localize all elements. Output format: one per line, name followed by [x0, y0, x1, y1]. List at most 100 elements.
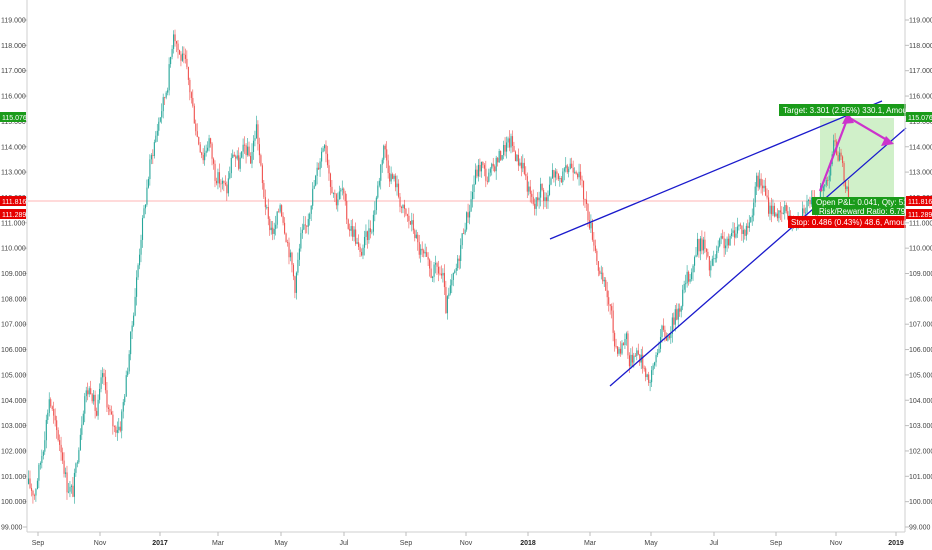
- candle-body: [630, 354, 632, 367]
- candle-body: [258, 144, 260, 156]
- candle-body: [282, 216, 284, 223]
- candle-body: [532, 196, 534, 204]
- candle-body: [156, 130, 158, 136]
- candle-body: [648, 374, 650, 383]
- right-price-axis[interactable]: 99.000 100.000 101.000 102.000 103.000 104.00…: [905, 18, 932, 532]
- lower-trendline[interactable]: [609, 127, 907, 387]
- time-tick-label: Nov: [94, 540, 107, 547]
- time-axis[interactable]: Sep Nov 2017 Mar May Jul Sep Nov 2018 Mar May Jul Se…: [32, 532, 904, 547]
- candle-body: [267, 206, 269, 219]
- candle-body: [195, 123, 197, 132]
- candle-body: [596, 250, 598, 262]
- candle-body: [753, 202, 755, 216]
- candle-body: [352, 226, 354, 237]
- candle-body: [748, 222, 750, 229]
- candle-body: [297, 259, 299, 273]
- candle-body: [230, 157, 232, 174]
- candle-body: [278, 211, 280, 213]
- candle-body: [239, 157, 241, 169]
- candle-body: [190, 92, 192, 98]
- candle-body: [725, 245, 727, 249]
- candle-body: [426, 252, 428, 257]
- candle-body: [247, 146, 249, 156]
- price-tick-label: 99.000: [909, 525, 931, 532]
- candle-body: [205, 150, 207, 153]
- candle-body: [217, 172, 219, 184]
- candle-body: [110, 411, 112, 415]
- candle-body: [781, 212, 783, 214]
- candle-body: [837, 154, 839, 161]
- left-price-axis[interactable]: 99.000 100.000 101.000 102.000 103.000 104.00…: [1, 18, 27, 532]
- price-tick-label: 104.000: [1, 398, 26, 405]
- candle-body: [85, 390, 87, 397]
- time-tick-label: Sep: [770, 540, 783, 547]
- svg-text:111.289: 111.289: [2, 212, 26, 219]
- candle-body: [846, 186, 848, 190]
- price-tick-label: 101.000: [909, 474, 932, 481]
- candle-body: [750, 217, 752, 223]
- candle-body: [847, 186, 850, 206]
- candle-body: [133, 315, 135, 326]
- candle-body: [713, 258, 715, 260]
- candle-body: [374, 210, 376, 215]
- candle-body: [241, 151, 243, 158]
- candle-body: [30, 487, 33, 491]
- candle-body: [106, 390, 108, 408]
- candle-body: [511, 136, 514, 146]
- candle-body: [738, 224, 740, 227]
- candle-body: [221, 180, 223, 184]
- candle-body: [587, 203, 589, 221]
- candle-body: [81, 424, 83, 435]
- candle-body: [696, 238, 699, 255]
- candle-body: [324, 145, 326, 149]
- price-tick-label: 119.000: [909, 18, 932, 25]
- candle-body: [556, 171, 558, 174]
- candle-body: [171, 48, 173, 57]
- candle-body: [236, 155, 238, 159]
- candle-body: [756, 175, 758, 187]
- candle-body: [67, 491, 70, 493]
- candle-body: [32, 490, 34, 496]
- candle-body: [78, 450, 80, 463]
- candle-body: [436, 263, 438, 267]
- candle-body: [694, 257, 696, 266]
- candle-body: [359, 246, 361, 252]
- candle-body: [170, 56, 172, 65]
- candle-body: [301, 229, 303, 234]
- candle-body: [328, 165, 330, 174]
- candle-body: [193, 105, 195, 124]
- candle-body: [741, 225, 743, 234]
- candle-body: [396, 183, 398, 188]
- candle-body: [321, 151, 323, 162]
- candle-body: [97, 399, 99, 416]
- candle-body: [474, 169, 477, 185]
- candle-body: [51, 406, 53, 409]
- candle-body: [735, 233, 737, 238]
- candle-body: [667, 335, 669, 341]
- price-tick-label: 115.000: [909, 119, 932, 126]
- candle-body: [565, 165, 567, 169]
- candle-body: [392, 174, 394, 179]
- candle-body: [633, 355, 635, 363]
- candle-body: [319, 161, 321, 170]
- candle-body: [830, 164, 832, 176]
- price-tick-label: 108.000: [909, 296, 932, 303]
- price-tick-label: 109.000: [909, 271, 932, 278]
- time-tick-label: May: [644, 540, 658, 547]
- candle-body: [516, 154, 518, 162]
- candle-body: [553, 170, 555, 178]
- price-tick-label: 100.000: [909, 499, 932, 506]
- projection-arrows[interactable]: [818, 112, 894, 192]
- candle-body: [281, 205, 283, 217]
- candle-body: [657, 352, 659, 356]
- upper-trendline[interactable]: [549, 100, 883, 240]
- candle-body: [768, 197, 770, 214]
- candle-body: [36, 480, 38, 490]
- candle-body: [270, 227, 272, 231]
- candle-body: [455, 267, 457, 271]
- price-tick-label: 99.000: [1, 525, 23, 532]
- candle-body: [612, 310, 614, 333]
- candle-body: [223, 180, 225, 184]
- right-current-badge: 111.816: [906, 196, 932, 206]
